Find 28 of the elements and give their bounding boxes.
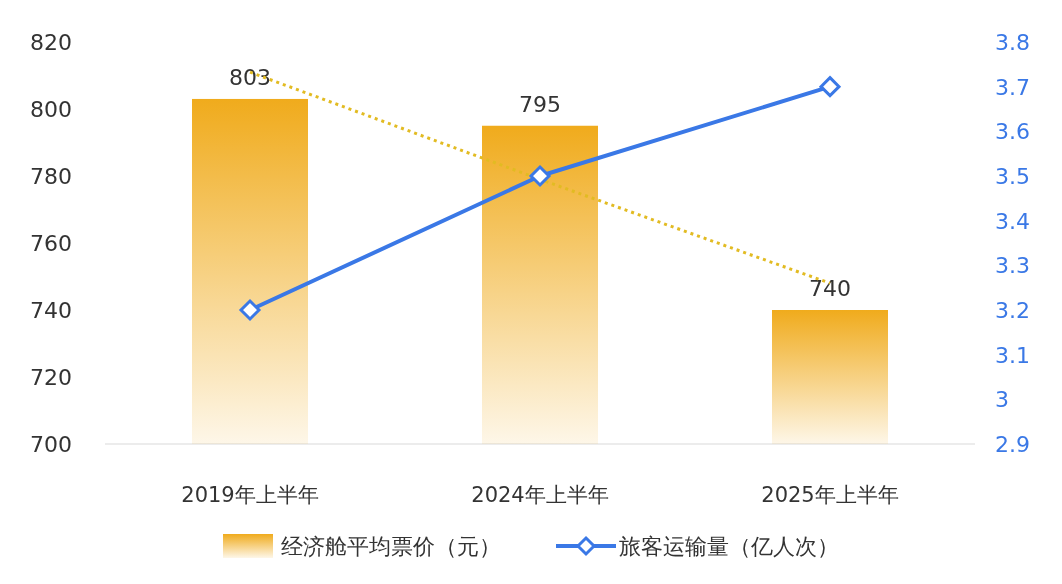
y2-tick-label: 3 bbox=[995, 387, 1009, 413]
y2-tick-label: 3.5 bbox=[995, 164, 1030, 189]
x-tick-label: 2025年上半年 bbox=[761, 483, 899, 507]
data-label: 803 bbox=[229, 64, 271, 90]
y2-tick-label: 3.2 bbox=[995, 298, 1030, 323]
y-tick-label: 820 bbox=[30, 30, 72, 55]
point bbox=[239, 299, 261, 321]
y2-tick-label: 2.9 bbox=[995, 432, 1030, 457]
y2-tick-label: 3.7 bbox=[995, 74, 1030, 100]
y2-tick-label: 3.3 bbox=[995, 253, 1030, 279]
point bbox=[529, 165, 551, 187]
data-label: 740 bbox=[809, 276, 851, 301]
legend-label: 旅客运输量（亿人次） bbox=[619, 534, 839, 559]
legend-label: 经济舱平均票价（元） bbox=[281, 534, 501, 559]
x-tick-label: 2024年上半年 bbox=[471, 483, 609, 507]
y-tick-label: 720 bbox=[30, 365, 72, 390]
y-tick-label: 760 bbox=[30, 231, 72, 256]
point bbox=[819, 76, 841, 98]
y-tick-label: 780 bbox=[30, 164, 72, 189]
y-tick-label: 700 bbox=[30, 432, 72, 457]
y2-tick-label: 3.4 bbox=[995, 208, 1030, 234]
y2-tick-label: 3.1 bbox=[995, 342, 1030, 368]
y2-tick-label: 3.6 bbox=[995, 119, 1030, 145]
y-tick-label: 800 bbox=[30, 97, 72, 122]
y-tick-label: 740 bbox=[30, 298, 72, 323]
x-tick-label: 2019年上半年 bbox=[181, 483, 319, 507]
y2-tick-label: 3.8 bbox=[995, 30, 1030, 55]
data-label: 795 bbox=[519, 91, 561, 117]
